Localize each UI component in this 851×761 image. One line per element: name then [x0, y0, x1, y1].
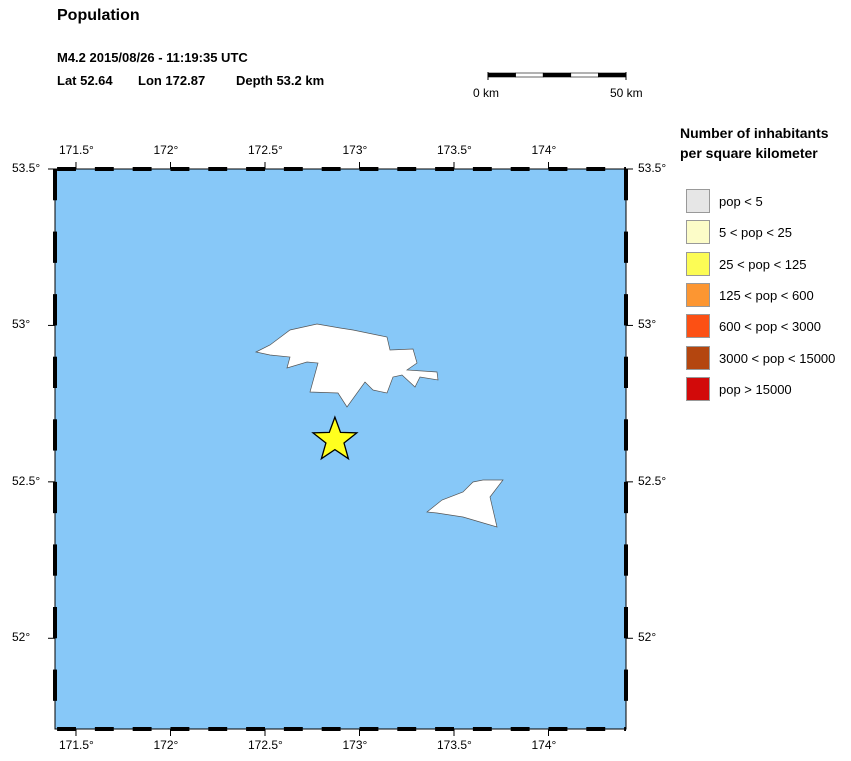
legend-label: 25 < pop < 125: [719, 256, 807, 272]
lon-tick-label-top: 173.5°: [437, 143, 472, 157]
land-small-island: [426, 479, 504, 528]
lon-tick-label-top: 173°: [342, 143, 368, 157]
lat-tick-label-right: 53.5°: [638, 161, 667, 175]
map-frame: [48, 162, 633, 736]
event-lon: Lon 172.87: [138, 73, 206, 88]
lat-tick-label-right: 52.5°: [638, 473, 667, 488]
lon-tick-label-bottom: 172°: [153, 738, 179, 752]
lon-tick-label-bottom: 172.5°: [247, 738, 283, 752]
lat-tick-label-right: 52°: [638, 630, 657, 645]
legend-label: 125 < pop < 600: [719, 287, 814, 303]
lat-tick-label-right: 53°: [638, 317, 657, 332]
legend-title-line2: per square kilometer: [680, 145, 818, 161]
lat-tick-label-left: 53°: [12, 317, 31, 332]
legend-swatch: [686, 220, 710, 245]
lat-tick-label-left: 52.5°: [12, 473, 41, 488]
lon-tick-label-bottom: 173°: [342, 738, 368, 752]
lon-tick-label-bottom: 173.5°: [437, 738, 472, 752]
scale-start-label: 0 km: [473, 86, 500, 100]
legend-swatch: [686, 345, 710, 370]
lon-tick-label-top: 172°: [153, 143, 179, 157]
lon-tick-label-bottom: 174°: [531, 738, 557, 752]
lon-tick-label-bottom: 171.5°: [58, 738, 94, 752]
legend-label: 600 < pop < 3000: [719, 319, 821, 335]
lon-tick-label-top: 174°: [531, 143, 557, 157]
event-depth: Depth 53.2 km: [236, 73, 325, 88]
legend-label: 5 < pop < 25: [719, 225, 793, 241]
legend-title: Number of inhabitants per square kilomet…: [680, 123, 829, 163]
legend-swatch: [686, 189, 710, 213]
lon-tick-label-top: 172.5°: [247, 143, 283, 157]
epicenter-star-icon: [311, 415, 359, 461]
legend-swatch: [686, 314, 710, 339]
land-amchitka-kiska-island: [254, 323, 439, 408]
map-title: Population: [57, 7, 140, 24]
scale-end-label: 50 km: [610, 86, 643, 100]
lat-tick-label-left: 53.5°: [12, 161, 41, 175]
legend-swatch: [686, 376, 710, 401]
event-summary: M4.2 2015/08/26 - 11:19:35 UTC: [57, 50, 248, 65]
legend-swatch: [686, 251, 710, 276]
legend-label: 3000 < pop < 15000: [719, 350, 836, 366]
legend-label: pop > 15000: [719, 381, 792, 397]
legend-title-line1: Number of inhabitants: [680, 125, 829, 141]
legend-swatch: [686, 282, 710, 307]
lon-tick-label-top: 171.5°: [58, 143, 94, 157]
legend-label: pop < 5: [719, 194, 763, 209]
lat-tick-label-left: 52°: [12, 630, 31, 645]
event-lat: Lat 52.64: [57, 73, 113, 88]
